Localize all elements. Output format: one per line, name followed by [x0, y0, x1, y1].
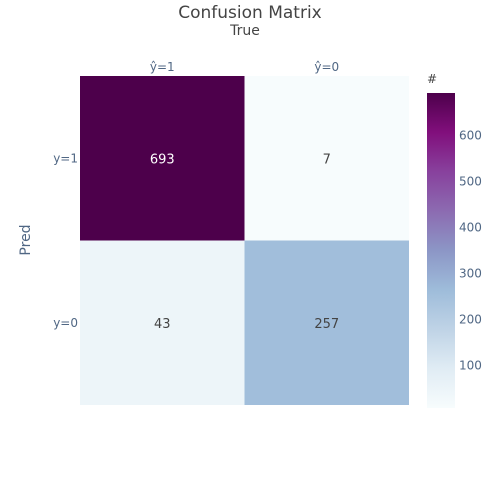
colorbar-tick-label: 300	[459, 266, 482, 280]
x-tick-label: ŷ=1	[150, 60, 175, 74]
y-tick-label: y=1	[53, 151, 78, 165]
cell-value-label: 693	[150, 152, 175, 167]
y-axis-title: Pred	[18, 224, 34, 255]
colorbar-tick-label: 200	[459, 312, 482, 326]
colorbar-tick-labels: 100 200 300 400 500 600	[459, 129, 482, 373]
y-tick-label: y=0	[53, 316, 78, 330]
x-tick-label: ŷ=0	[314, 60, 339, 74]
chart-title: Confusion Matrix	[178, 3, 322, 23]
cell-value-label: 7	[323, 152, 331, 167]
cell-value-label: 43	[154, 317, 171, 332]
x-axis-title: True	[229, 23, 260, 39]
colorbar: # 100 200 300 400 500 600	[427, 72, 482, 408]
colorbar-tick-label: 100	[459, 358, 482, 372]
cell-value-label: 257	[314, 317, 339, 332]
colorbar-tick-label: 500	[459, 175, 482, 189]
x-tick-labels: ŷ=1 ŷ=0	[150, 60, 339, 74]
y-tick-labels: y=1 y=0	[53, 151, 78, 330]
colorbar-rect	[427, 93, 455, 408]
colorbar-tick-label: 600	[459, 129, 482, 143]
colorbar-tick-label: 400	[459, 221, 482, 235]
colorbar-title: #	[427, 72, 437, 86]
heatmap-cells	[80, 76, 409, 405]
